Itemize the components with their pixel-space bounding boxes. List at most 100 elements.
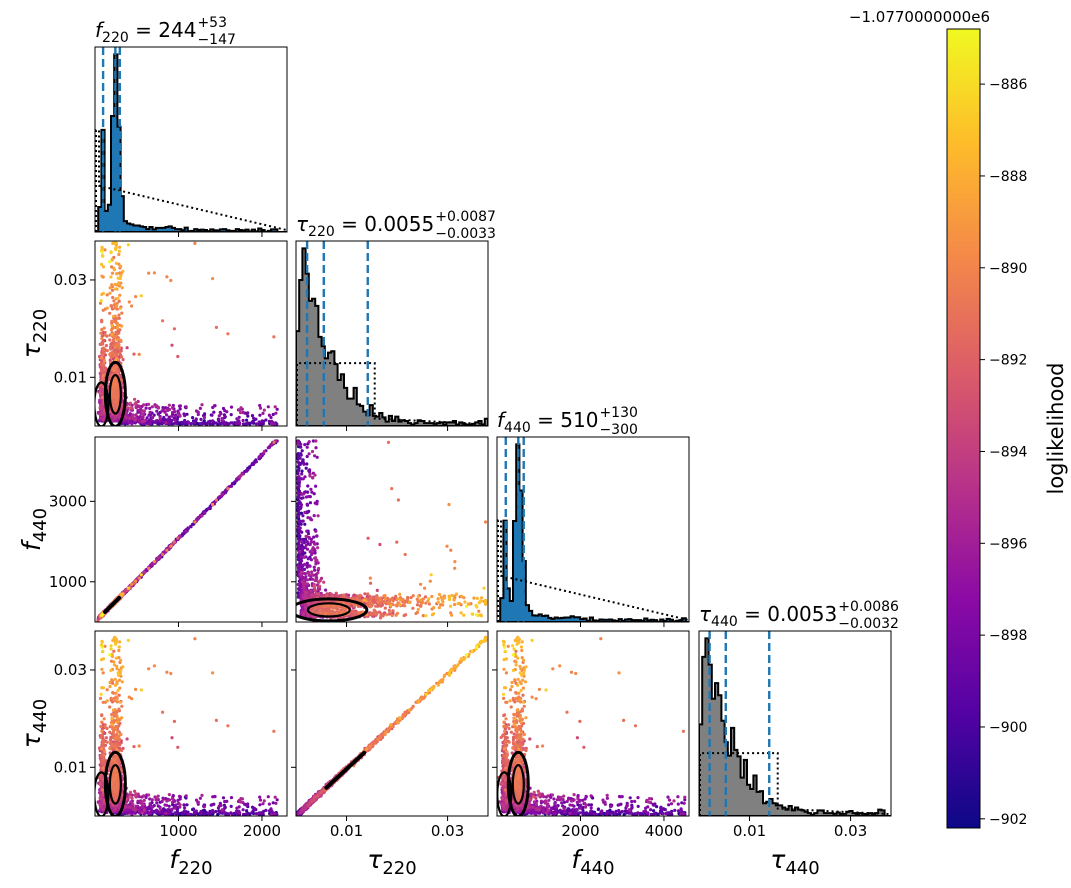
sample-point — [115, 304, 119, 308]
sample-point — [262, 408, 266, 412]
sample-point — [173, 418, 177, 422]
sample-point — [275, 422, 279, 426]
sample-point — [103, 359, 107, 363]
sample-point — [125, 346, 129, 350]
contour-outer — [103, 360, 127, 426]
sample-point — [260, 420, 264, 424]
sample-point — [264, 418, 268, 422]
sample-point — [229, 421, 233, 425]
sample-point — [211, 277, 215, 281]
sample-point — [191, 416, 195, 420]
sample-point — [241, 418, 245, 423]
sample-point — [245, 469, 249, 473]
sample-point — [166, 418, 170, 422]
sample-point — [101, 348, 105, 352]
sample-point — [178, 534, 182, 538]
sample-point — [252, 462, 256, 466]
panel-content — [95, 241, 279, 426]
sample-point — [226, 332, 230, 336]
title-symbol: τ — [296, 212, 309, 236]
sample-point — [109, 275, 113, 279]
sample-point — [210, 413, 214, 417]
sample-point — [101, 417, 105, 421]
sample-point — [142, 403, 146, 407]
sample-point — [145, 416, 149, 420]
sample-point — [164, 418, 168, 422]
sample-point — [234, 421, 238, 425]
sample-point — [161, 408, 166, 412]
sample-point — [113, 345, 117, 349]
sample-point — [144, 406, 148, 410]
sample-point — [131, 413, 135, 417]
panel-content — [96, 439, 279, 622]
sample-point — [120, 324, 124, 328]
sample-point — [103, 330, 107, 335]
sample-point — [183, 420, 187, 424]
sample-point — [199, 422, 203, 426]
sample-point — [165, 275, 169, 279]
sample-point — [142, 409, 146, 413]
sample-point — [113, 416, 117, 420]
sample-point — [118, 293, 122, 297]
sample-point — [100, 389, 104, 393]
panel-title-1: τ220 = 0.0055 — [296, 212, 434, 240]
sample-point — [184, 405, 188, 409]
title-value: = 244 — [129, 18, 197, 42]
sample-point — [147, 402, 151, 406]
sample-point — [152, 271, 156, 275]
sample-point — [111, 315, 116, 319]
sample-point — [239, 474, 243, 478]
sample-point — [239, 406, 243, 410]
sample-point — [99, 412, 103, 417]
sample-point — [113, 366, 117, 370]
sample-point — [124, 416, 128, 420]
sample-point — [258, 413, 262, 417]
sample-point — [245, 418, 249, 422]
sample-point — [102, 367, 106, 371]
sample-point — [229, 405, 234, 409]
sample-point — [271, 412, 275, 417]
panel-title-0: f220 = 244 — [95, 18, 196, 46]
sample-point — [98, 301, 103, 305]
sample-point — [116, 276, 120, 280]
sample-point — [177, 404, 182, 408]
sample-point — [110, 319, 114, 323]
title-upper-0: +53 — [197, 15, 227, 31]
sample-point — [185, 412, 189, 416]
sample-point — [102, 351, 106, 355]
sample-point — [110, 324, 114, 328]
sample-point — [109, 356, 113, 360]
sample-point — [110, 257, 114, 261]
sample-point — [147, 271, 151, 275]
sample-point — [158, 419, 162, 423]
sample-point — [225, 410, 229, 414]
sample-point — [116, 332, 120, 336]
sample-point — [141, 415, 145, 419]
sample-point — [100, 328, 104, 332]
sample-point — [189, 524, 193, 528]
sample-point — [117, 299, 121, 303]
sample-point — [113, 334, 118, 338]
sample-point — [167, 421, 171, 426]
sample-point — [118, 306, 122, 310]
sample-point — [223, 490, 227, 494]
sample-point — [104, 344, 108, 348]
sample-point — [219, 412, 223, 416]
sample-point — [127, 300, 131, 304]
sample-point — [120, 355, 124, 359]
sample-point — [148, 422, 152, 426]
sample-point — [98, 391, 102, 395]
y-tick-label: 0.01 — [54, 368, 87, 386]
sample-point — [237, 419, 241, 423]
sample-point — [109, 347, 113, 351]
panel-1-1: τ220 = 0.0055 +0.0087−0.0033 — [295, 209, 496, 431]
sample-point — [220, 492, 224, 496]
sample-point — [245, 412, 249, 416]
sample-point — [199, 417, 203, 421]
sample-point — [100, 245, 104, 249]
sample-point — [173, 413, 178, 417]
sample-point — [212, 404, 217, 408]
sample-point — [261, 411, 265, 415]
sample-point — [161, 406, 165, 410]
